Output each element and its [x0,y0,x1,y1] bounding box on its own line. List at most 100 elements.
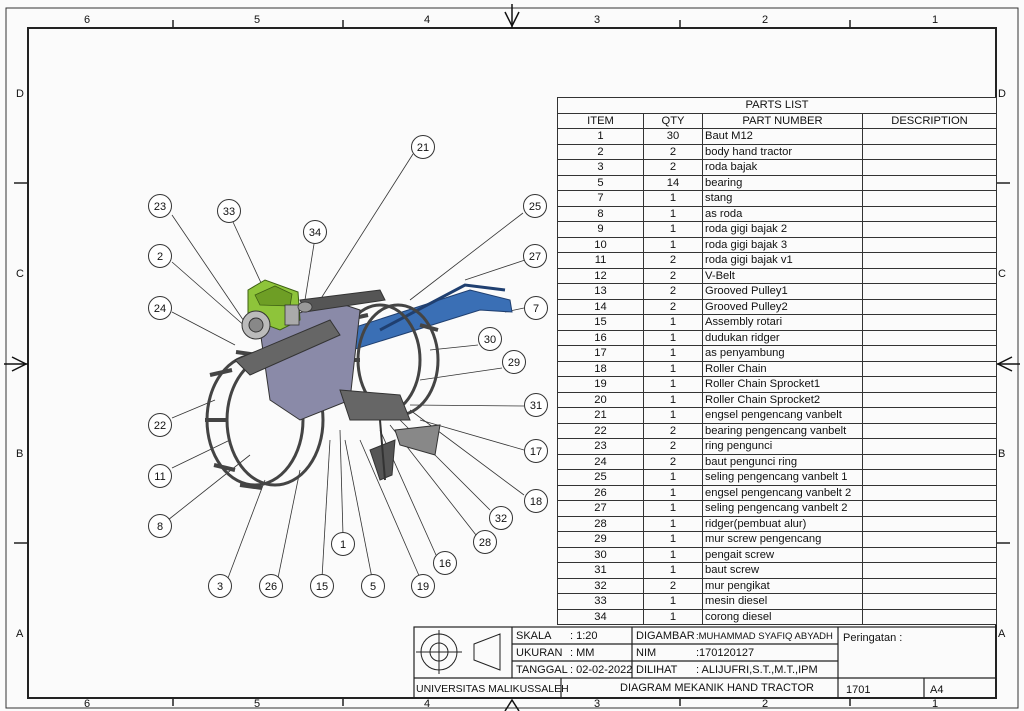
qty-cell: 1 [643,391,703,408]
qty-cell: 2 [643,159,703,176]
drawing-number: 1701 [846,684,871,696]
table-row: 11 2 roda gigi bajak v1 [557,252,997,269]
balloon-29: 29 [502,350,526,374]
description-cell [862,298,997,315]
part-number-cell: bearing pengencang vanbelt [702,422,863,439]
description-cell [862,128,997,145]
qty-cell: 2 [643,252,703,269]
table-row: 30 1 pengait screw [557,546,997,563]
balloon-32: 32 [489,506,513,530]
zone-col-4: 4 [424,14,431,26]
description-cell [862,469,997,486]
balloon-28: 28 [473,530,497,554]
description-cell [862,205,997,222]
qty-cell: 1 [643,484,703,501]
leader-lines [167,153,526,579]
part-number-cell: Roller Chain [702,360,863,377]
hand-tractor-illustration [205,279,513,490]
balloon-11: 11 [148,464,172,488]
table-row: 20 1 Roller Chain Sprocket2 [557,391,997,408]
table-row: 12 2 V-Belt [557,267,997,284]
drawn-by-value: :MUHAMMAD SYAFIQ ABYADH [696,631,833,642]
nim-value: :170120127 [696,647,755,659]
qty-cell: 2 [643,453,703,470]
qty-cell: 1 [643,345,703,362]
date-value: : 02-02-2022 [570,664,633,676]
table-row: 10 1 roda gigi bajak 3 [557,236,997,253]
description-cell [862,267,997,284]
checked-by-label: DILIHAT [636,664,678,676]
item-cell: 12 [557,267,644,284]
balloon-33: 33 [217,199,241,223]
qty-cell: 1 [643,469,703,486]
warning-label: Peringatan : [843,632,903,644]
zone-row-d: D [16,88,24,100]
description-cell [862,422,997,439]
item-cell: 31 [557,562,644,579]
balloon-15: 15 [310,574,334,598]
part-number-cell: V-Belt [702,267,863,284]
qty-cell: 1 [643,314,703,331]
qty-cell: 1 [643,593,703,610]
item-cell: 28 [557,515,644,532]
description-cell [862,484,997,501]
zone-col-3: 3 [594,14,601,26]
rotary-assembly [339,389,411,421]
checked-by-value: : ALIJUFRI,S.T.,M.T.,IPM [696,664,818,676]
parts-list-table: PARTS LIST ITEM QTY PART NUMBER DESCRIPTION… [557,97,997,625]
scale-value: : 1:20 [570,630,598,642]
description-cell [862,329,997,346]
table-row: 19 1 Roller Chain Sprocket1 [557,376,997,393]
part-number-cell: ring pengunci [702,438,863,455]
ridger [394,424,441,456]
table-row: 2 2 body hand tractor [557,143,997,160]
qty-cell: 1 [643,515,703,532]
zone-row-a: A [16,628,24,640]
table-row: 16 1 dudukan ridger [557,329,997,346]
table-row: 8 1 as roda [557,205,997,222]
table-row: 34 1 corong diesel [557,608,997,625]
projection-symbol [416,630,501,674]
description-cell [862,159,997,176]
qty-cell: 1 [643,205,703,222]
qty-cell: 2 [643,298,703,315]
description-cell [862,608,997,625]
qty-cell: 1 [643,360,703,377]
zone-row-c: C [16,268,24,280]
description-cell [862,360,997,377]
table-row: 33 1 mesin diesel [557,593,997,610]
item-cell: 16 [557,329,644,346]
table-row: 7 1 stang [557,190,997,207]
item-cell: 3 [557,159,644,176]
balloon-30: 30 [478,327,502,351]
zone-col-6: 6 [84,14,91,26]
part-number-cell: roda bajak [702,159,863,176]
item-cell: 1 [557,128,644,145]
table-row: 22 2 bearing pengencang vanbelt [557,422,997,439]
balloon-5: 5 [361,574,385,598]
qty-cell: 1 [643,376,703,393]
qty-cell: 2 [643,283,703,300]
part-number-cell: engsel pengencang vanbelt [702,407,863,424]
unit-value: : MM [570,647,595,659]
centering-marks [4,4,1020,711]
item-cell: 9 [557,221,644,238]
table-row: 29 1 mur screw pengencang [557,531,997,548]
parts-header-cell: QTY [643,112,703,129]
part-number-cell: Roller Chain Sprocket2 [702,391,863,408]
item-cell: 21 [557,407,644,424]
part-number-cell: as penyambung [702,345,863,362]
item-cell: 32 [557,577,644,594]
zone-col-2: 2 [762,14,769,26]
drawn-by-label: DIGAMBAR [636,630,695,642]
description-cell [862,500,997,517]
item-cell: 10 [557,236,644,253]
item-cell: 20 [557,391,644,408]
balloon-19: 19 [411,574,435,598]
balloon-17: 17 [524,439,548,463]
item-cell: 30 [557,546,644,563]
qty-cell: 1 [643,329,703,346]
title-block-lines [413,626,997,699]
zone-col-1-bottom: 1 [932,698,939,710]
balloon-25: 25 [523,194,547,218]
